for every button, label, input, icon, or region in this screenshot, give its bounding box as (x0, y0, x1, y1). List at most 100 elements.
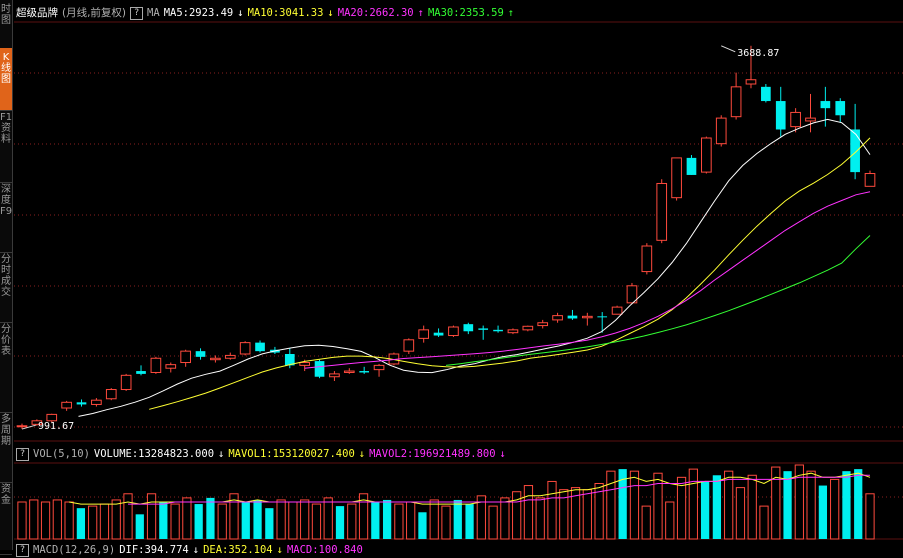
volume-bar-up (512, 491, 522, 540)
volume-bar-down (371, 502, 380, 539)
candle-body-up (61, 401, 72, 409)
volume-bar-up (40, 501, 51, 540)
ma30-value: MA30:2353.59 (427, 7, 504, 19)
help-button[interactable]: ? (130, 6, 144, 20)
volume-bar-up (594, 483, 604, 540)
candle-body-up (611, 306, 623, 315)
macd-indicator-name[interactable]: MACD(12,26,9) (33, 544, 116, 556)
ma20-line (304, 191, 871, 369)
volume-bar-up (830, 478, 840, 540)
volume-bar-up (676, 476, 687, 540)
mavol2-value: MAVOL2:196921489.800 (369, 448, 496, 460)
candle-body-up (165, 364, 177, 369)
candle-body-up (448, 326, 459, 337)
volume-bar-up (488, 505, 498, 540)
ma5-arrow-icon: ↓ (237, 7, 244, 19)
volume-bar-up (323, 497, 333, 540)
volume-bar-up (771, 466, 781, 540)
candle-body-down (195, 351, 206, 357)
ma20-value: MA20:2662.30 (337, 7, 414, 19)
ma5-line (78, 118, 871, 417)
candle-body-down (835, 101, 846, 116)
dea-arrow-icon: ↓ (276, 544, 283, 556)
candle-body-up (46, 413, 58, 422)
volume-bar-up (500, 497, 510, 540)
candle-body-down (359, 371, 370, 373)
dif-arrow-icon: ↓ (192, 544, 200, 556)
sidebar-tab[interactable]: 深度F9 (0, 180, 12, 253)
period-label: (月线,前复权) (62, 7, 127, 19)
candle-body-up (150, 357, 162, 373)
sidebar-tab[interactable]: F10资料 (0, 108, 12, 183)
volume-bar-up (794, 464, 804, 540)
candle-body-down (136, 371, 146, 374)
candle-body-up (730, 86, 742, 118)
candle-body-down (597, 316, 608, 318)
volume-bar-up (582, 489, 592, 540)
volume-bar-up (17, 501, 27, 540)
volume-bar-down (818, 485, 828, 539)
candle-body-up (671, 157, 682, 199)
candle-body-down (255, 342, 265, 352)
help-button[interactable]: ? (16, 543, 29, 557)
sidebar-tab[interactable]: 多周期 (0, 410, 12, 483)
volume-bar-up (347, 503, 357, 540)
volume-bar-up (759, 505, 769, 540)
candle-body-down (314, 361, 325, 377)
volume-bar-up (288, 501, 298, 540)
volume-bar-down (712, 475, 722, 539)
volume-bar-up (547, 480, 557, 540)
volume-bar-up (88, 505, 98, 540)
volume-bar-up (182, 497, 192, 540)
candle-body-up (805, 117, 816, 122)
volume-bar-down (76, 508, 86, 539)
help-button[interactable]: ? (16, 447, 29, 461)
vol-indicator-name[interactable]: VOL(5,10) (33, 448, 90, 460)
ma5-value: MA5:2923.49 (163, 7, 234, 19)
sidebar-tab[interactable]: 分时成交 (0, 250, 12, 323)
candle-body-up (239, 342, 251, 355)
stock-title: 超级品牌 (16, 7, 58, 19)
volume-bar-down (453, 499, 462, 539)
volume-bar-up (747, 474, 757, 540)
candle-body-down (761, 86, 771, 102)
candle-body-up (210, 357, 221, 361)
candle-body-up (522, 325, 534, 331)
candle-body-down (850, 129, 860, 173)
candle-body-up (418, 329, 430, 339)
dea-value: DEA:352.104 (203, 544, 273, 556)
ma10-value: MA10:3041.33 (247, 7, 324, 19)
volume-bar-up (170, 503, 180, 540)
volume-bar-up (111, 499, 121, 540)
volume-bar-up (570, 487, 581, 540)
volume-bar-down (194, 504, 203, 539)
sidebar-tabs: 时图K线图F10资料深度F9分时成交分价表多周期资金 (0, 0, 13, 555)
sidebar-tab[interactable]: 分价表 (0, 320, 12, 413)
volume-bar-down (854, 469, 863, 539)
candle-body-up (715, 117, 727, 145)
candle-body-up (343, 370, 355, 373)
volume-bar-up (535, 497, 545, 540)
volume-bar-down (265, 508, 274, 539)
volume-bar-up (300, 499, 310, 540)
indicator-name[interactable]: MA (147, 7, 160, 19)
volume-bar-up (559, 489, 569, 540)
candle-body-up (403, 339, 415, 352)
sidebar-tab[interactable]: K线图 (0, 48, 12, 111)
ma30-line (445, 235, 871, 366)
volume-bar-up (64, 501, 74, 540)
candle-body-up (329, 373, 340, 378)
candle-body-up (91, 399, 102, 405)
candle-body-up (507, 329, 519, 334)
low-marker-line (21, 424, 37, 430)
candle-body-down (493, 329, 503, 332)
candle-body-down (284, 354, 295, 366)
main-chart-header: 超级品牌 (月线,前复权)? MA MA5:2923.49 ↓ MA10:3041.33 ↓… (16, 5, 518, 21)
volume-chart-header: ? VOL(5,10) VOLUME:13284823.000 ↓ MAVOL1:153… (16, 446, 510, 462)
volume-bar-down (618, 469, 627, 539)
volume-bar-down (382, 499, 392, 539)
volume-bar-up (441, 505, 451, 540)
candle-body-down (567, 315, 578, 319)
high-marker-line (721, 45, 736, 53)
dif-value: DIF:394.774 (119, 544, 189, 556)
